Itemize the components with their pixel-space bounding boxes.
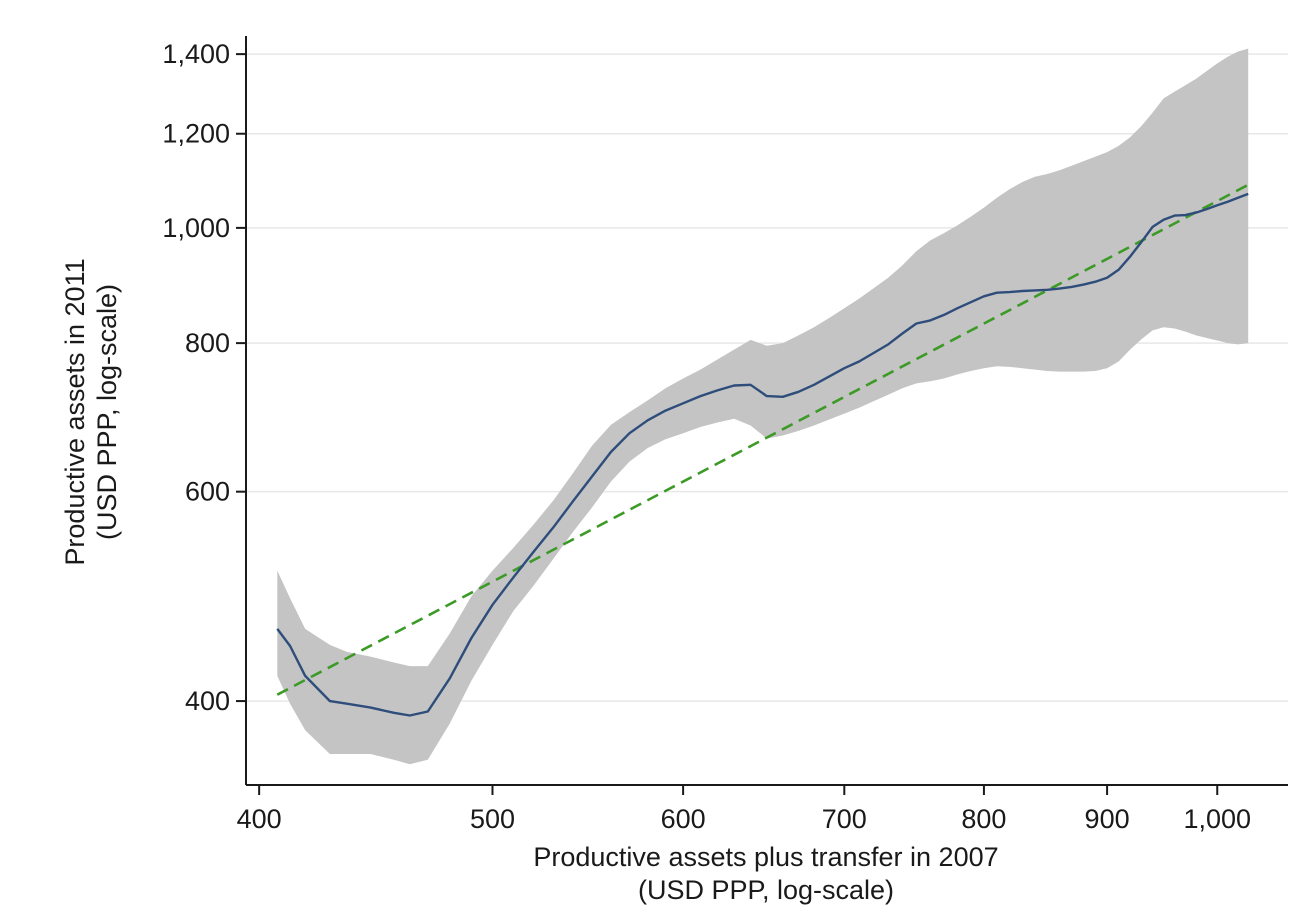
y-tick-label-400: 400 [185, 686, 230, 716]
y-tick-label-1000: 1,000 [162, 213, 230, 243]
gridlines [246, 53, 1288, 702]
x-tick-label-800: 800 [961, 804, 1006, 834]
x-axis-title-line-1: Productive assets plus transfer in 2007 [533, 842, 998, 872]
y-axis-ticks: 400 600 800 1,000 1,200 1,400 [162, 39, 246, 716]
y-tick-label-1400: 1,400 [162, 39, 230, 69]
x-axis-ticks: 400 500 600 700 800 900 1,000 [237, 785, 1251, 834]
axes [245, 36, 1288, 786]
y-tick-label-600: 600 [185, 477, 230, 507]
x-axis-title-line-2: (USD PPP, log-scale) [638, 875, 894, 905]
y-axis-title: Productive assets in 2011 (USD PPP, log-… [60, 258, 122, 565]
y-axis-title-line-1: Productive assets in 2011 [60, 258, 90, 565]
confidence-band [277, 48, 1249, 765]
nonparametric-line [276, 192, 1249, 717]
y-tick-label-800: 800 [185, 328, 230, 358]
y-axis-title-line-2: (USD PPP, log-scale) [92, 284, 122, 540]
x-tick-label-700: 700 [822, 804, 867, 834]
y-tick-label-1200: 1,200 [162, 119, 230, 149]
x-tick-label-600: 600 [661, 804, 706, 834]
x-tick-label-900: 900 [1085, 804, 1130, 834]
fitted-trend-line [276, 183, 1249, 696]
x-tick-label-500: 500 [470, 804, 515, 834]
x-tick-label-400: 400 [237, 804, 282, 834]
x-tick-label-1000: 1,000 [1183, 804, 1251, 834]
